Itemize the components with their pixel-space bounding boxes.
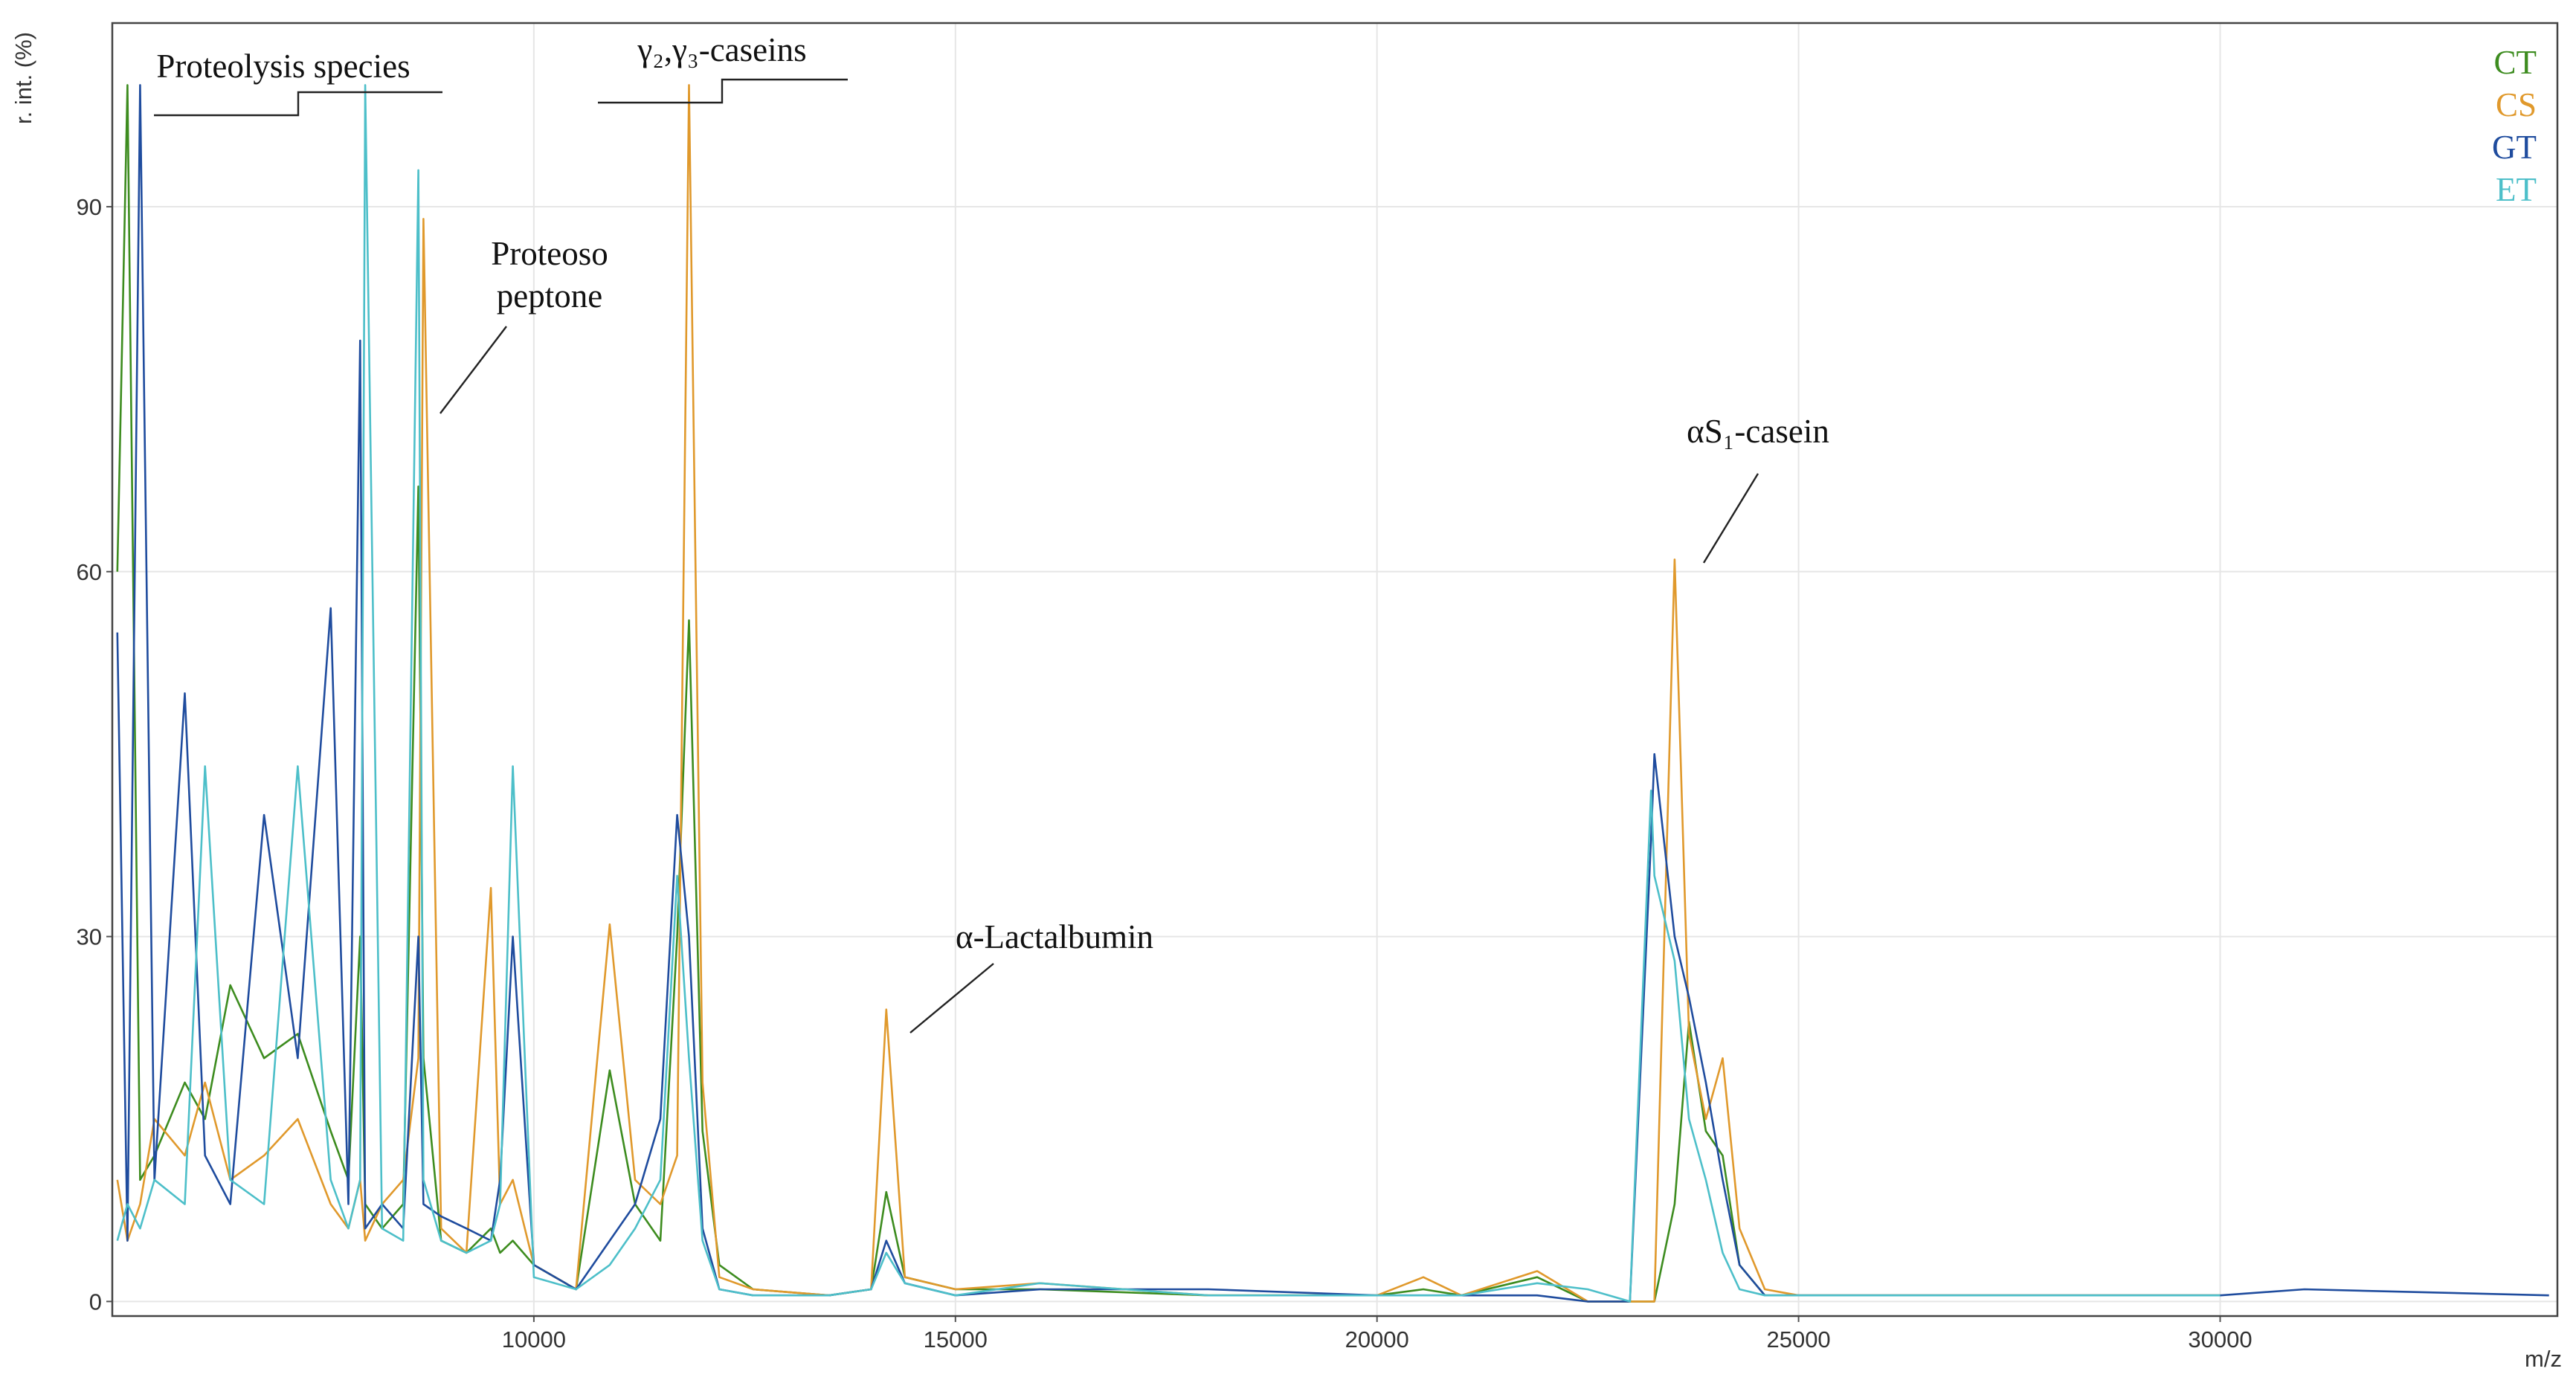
y-axis-label: r. int. (%) bbox=[10, 32, 36, 124]
series-line bbox=[116, 84, 2221, 1303]
x-tick-label: 30000 bbox=[2188, 1326, 2252, 1352]
x-tick-label: 10000 bbox=[502, 1326, 566, 1352]
legend-entry: GT bbox=[2492, 129, 2537, 166]
x-tick-label: 15000 bbox=[924, 1326, 988, 1352]
annotation: Proteoso bbox=[491, 235, 608, 272]
annotation: αS₁-casein bbox=[1687, 413, 1829, 450]
series-line bbox=[116, 84, 2221, 1303]
annotation-leader bbox=[1702, 473, 1759, 564]
y-tick-label: 30 bbox=[77, 924, 102, 950]
legend-entry: CT bbox=[2493, 44, 2537, 81]
x-tick-label: 20000 bbox=[1345, 1326, 1409, 1352]
annotation: peptone bbox=[497, 277, 602, 315]
series-line bbox=[116, 84, 2549, 1303]
legend-entry: CS bbox=[2496, 86, 2537, 123]
annotation: α-Lactalbumin bbox=[956, 918, 1153, 955]
annotation-leader bbox=[439, 326, 507, 414]
x-axis-label: m/z bbox=[2525, 1346, 2562, 1372]
annotation: Proteolysis species bbox=[156, 48, 410, 85]
x-tick-label: 25000 bbox=[1766, 1326, 1830, 1352]
y-tick-label: 0 bbox=[89, 1289, 102, 1315]
y-tick-label: 60 bbox=[77, 559, 102, 585]
annotation-leader bbox=[598, 78, 848, 104]
legend-entry: ET bbox=[2496, 171, 2537, 208]
annotation: γ₂,γ₃-caseins bbox=[637, 31, 806, 68]
y-tick-label: 90 bbox=[77, 194, 102, 220]
annotation-leader bbox=[909, 963, 994, 1034]
plot-frame bbox=[111, 22, 2559, 1318]
annotation-leader bbox=[154, 91, 442, 117]
